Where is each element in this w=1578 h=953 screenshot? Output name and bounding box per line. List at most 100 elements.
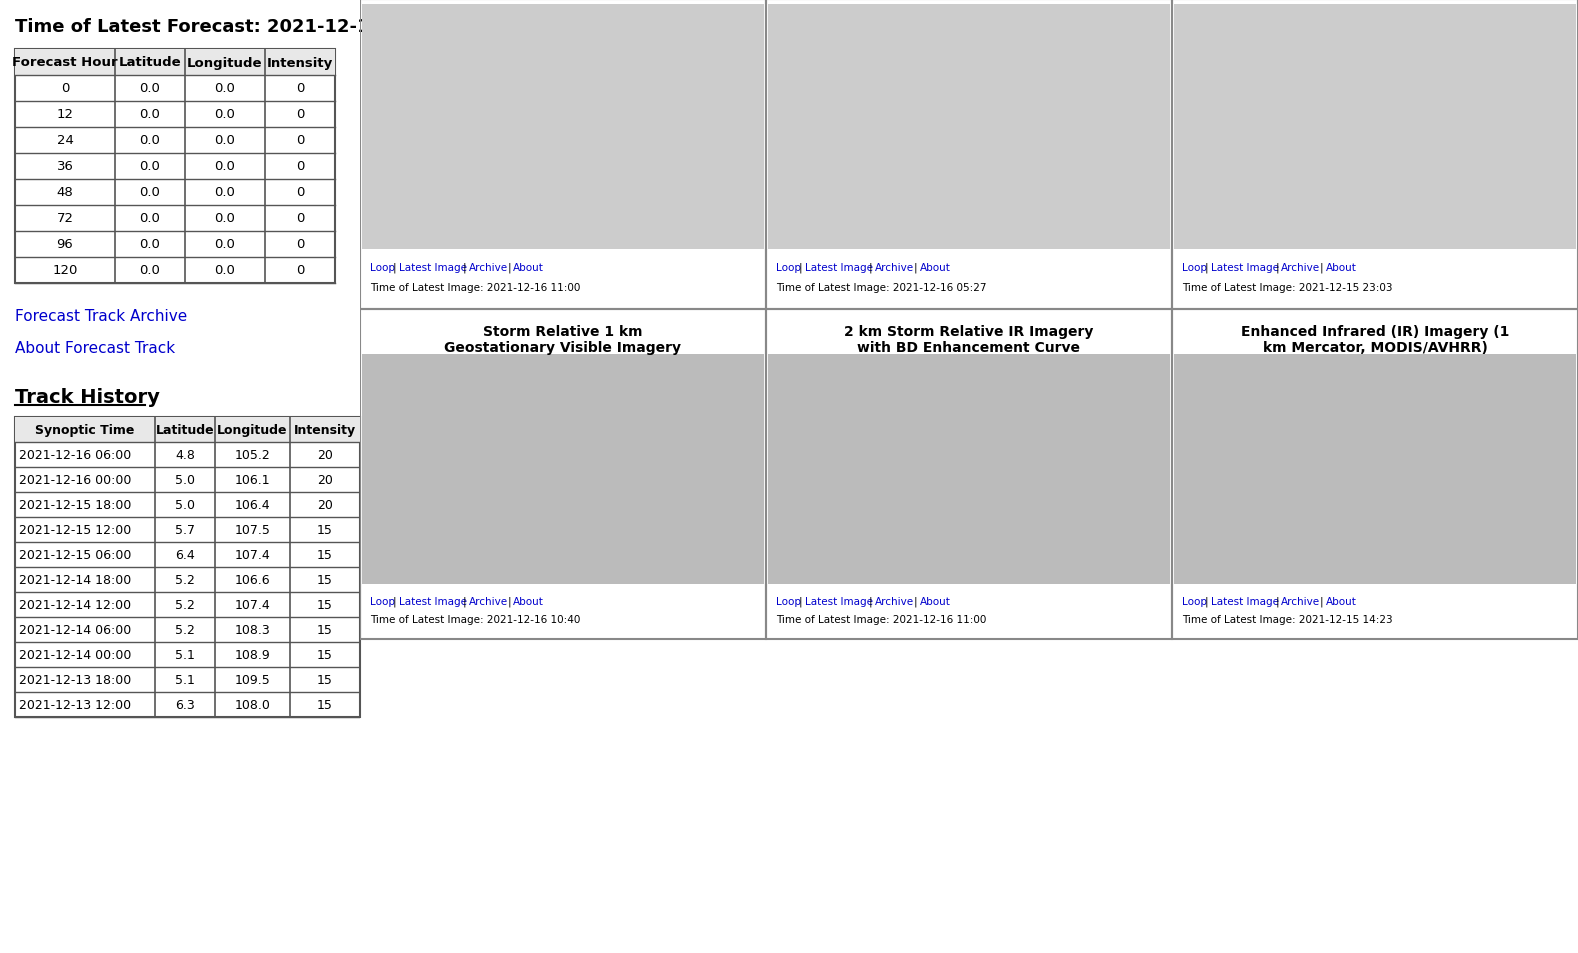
Text: 107.4: 107.4 bbox=[235, 548, 270, 561]
Text: 0.0: 0.0 bbox=[139, 82, 161, 95]
Text: About: About bbox=[920, 597, 950, 606]
Text: |: | bbox=[1319, 262, 1324, 273]
Text: 0: 0 bbox=[295, 134, 305, 148]
Text: 0: 0 bbox=[295, 160, 305, 173]
Text: 2021-12-16 00:00: 2021-12-16 00:00 bbox=[19, 474, 131, 486]
Text: 0: 0 bbox=[295, 82, 305, 95]
Text: Intensity: Intensity bbox=[267, 56, 333, 70]
Text: Time of Latest Image: 2021-12-16 10:40: Time of Latest Image: 2021-12-16 10:40 bbox=[369, 615, 581, 624]
Text: 20: 20 bbox=[317, 498, 333, 512]
Text: 2021-12-13 18:00: 2021-12-13 18:00 bbox=[19, 673, 131, 686]
Bar bbox=[1174, 355, 1576, 584]
Text: 120: 120 bbox=[52, 264, 77, 277]
Text: 15: 15 bbox=[317, 548, 333, 561]
Text: 0.0: 0.0 bbox=[139, 213, 161, 225]
Text: Loop: Loop bbox=[1182, 263, 1207, 273]
Text: 0.0: 0.0 bbox=[215, 238, 235, 252]
Text: 15: 15 bbox=[317, 699, 333, 711]
Bar bbox=[361, 5, 764, 250]
Text: 96: 96 bbox=[57, 238, 73, 252]
Text: 2021-12-14 06:00: 2021-12-14 06:00 bbox=[19, 623, 131, 637]
Text: 2021-12-15 12:00: 2021-12-15 12:00 bbox=[19, 523, 131, 537]
Text: |: | bbox=[1204, 597, 1209, 607]
Text: 0.0: 0.0 bbox=[215, 109, 235, 121]
Bar bbox=[768, 5, 1169, 250]
Text: 48: 48 bbox=[57, 186, 73, 199]
Text: Latest Image: Latest Image bbox=[399, 597, 467, 606]
Text: 24: 24 bbox=[57, 134, 74, 148]
Text: About Forecast Track: About Forecast Track bbox=[16, 340, 175, 355]
Text: 0.0: 0.0 bbox=[139, 238, 161, 252]
Text: Loop: Loop bbox=[776, 263, 802, 273]
Text: Latest Image: Latest Image bbox=[1210, 597, 1278, 606]
Text: 105.2: 105.2 bbox=[235, 449, 270, 461]
Text: About: About bbox=[920, 263, 950, 273]
Text: Intensity: Intensity bbox=[294, 423, 357, 436]
Bar bbox=[1172, 0, 1578, 310]
Text: Loop: Loop bbox=[1182, 597, 1207, 606]
Text: 5.1: 5.1 bbox=[175, 648, 194, 661]
Text: |: | bbox=[462, 597, 467, 607]
Text: Archive: Archive bbox=[876, 263, 914, 273]
Text: 15: 15 bbox=[317, 673, 333, 686]
Bar bbox=[1172, 310, 1578, 639]
Bar bbox=[768, 355, 1169, 584]
Text: Forecast Hour: Forecast Hour bbox=[13, 56, 118, 70]
Text: About: About bbox=[513, 263, 544, 273]
Text: |: | bbox=[869, 262, 873, 273]
Text: 15: 15 bbox=[317, 574, 333, 586]
Text: 0.0: 0.0 bbox=[215, 82, 235, 95]
Text: 5.7: 5.7 bbox=[175, 523, 196, 537]
Text: 0.0: 0.0 bbox=[139, 134, 161, 148]
Text: 2021-12-14 18:00: 2021-12-14 18:00 bbox=[19, 574, 131, 586]
Text: 20: 20 bbox=[317, 449, 333, 461]
Text: 4.8: 4.8 bbox=[175, 449, 194, 461]
Text: 2021-12-14 00:00: 2021-12-14 00:00 bbox=[19, 648, 131, 661]
Text: 0.0: 0.0 bbox=[139, 264, 161, 277]
FancyBboxPatch shape bbox=[16, 417, 360, 442]
Text: 0.0: 0.0 bbox=[139, 186, 161, 199]
Text: 0: 0 bbox=[295, 186, 305, 199]
FancyBboxPatch shape bbox=[16, 50, 335, 76]
Text: 5.1: 5.1 bbox=[175, 673, 194, 686]
Text: About: About bbox=[1326, 597, 1357, 606]
Text: Latest Image: Latest Image bbox=[1210, 263, 1278, 273]
Text: 2021-12-16 06:00: 2021-12-16 06:00 bbox=[19, 449, 131, 461]
Text: Time of Latest Image: 2021-12-16 11:00: Time of Latest Image: 2021-12-16 11:00 bbox=[776, 615, 986, 624]
Text: 0.0: 0.0 bbox=[215, 134, 235, 148]
Text: 20: 20 bbox=[317, 474, 333, 486]
Text: About: About bbox=[1326, 263, 1357, 273]
Text: About: About bbox=[513, 597, 544, 606]
Text: |: | bbox=[1204, 262, 1209, 273]
Text: 0: 0 bbox=[295, 213, 305, 225]
Text: Track History: Track History bbox=[16, 388, 159, 407]
Text: 6.3: 6.3 bbox=[175, 699, 194, 711]
Text: |: | bbox=[869, 597, 873, 607]
Text: 5.0: 5.0 bbox=[175, 474, 196, 486]
Text: |: | bbox=[508, 262, 511, 273]
Text: Storm Relative 1 km
Geostationary Visible Imagery: Storm Relative 1 km Geostationary Visibl… bbox=[445, 325, 682, 355]
Text: |: | bbox=[1319, 597, 1324, 607]
Text: |: | bbox=[508, 597, 511, 607]
Text: 5.2: 5.2 bbox=[175, 574, 194, 586]
Text: 6.4: 6.4 bbox=[175, 548, 194, 561]
Text: 108.9: 108.9 bbox=[235, 648, 270, 661]
Bar bbox=[1174, 5, 1576, 250]
Text: 0: 0 bbox=[295, 238, 305, 252]
Text: Longitude: Longitude bbox=[218, 423, 287, 436]
Text: Time of Latest Image: 2021-12-15 14:23: Time of Latest Image: 2021-12-15 14:23 bbox=[1182, 615, 1392, 624]
Bar bbox=[360, 0, 765, 310]
Text: 2021-12-15 06:00: 2021-12-15 06:00 bbox=[19, 548, 131, 561]
Text: 106.1: 106.1 bbox=[235, 474, 270, 486]
Text: |: | bbox=[1275, 597, 1278, 607]
Text: 2021-12-14 12:00: 2021-12-14 12:00 bbox=[19, 598, 131, 612]
Text: Longitude: Longitude bbox=[188, 56, 262, 70]
Text: 106.4: 106.4 bbox=[235, 498, 270, 512]
Text: |: | bbox=[393, 597, 396, 607]
Text: 0: 0 bbox=[295, 109, 305, 121]
Text: |: | bbox=[1275, 262, 1278, 273]
Bar bbox=[765, 310, 1172, 639]
Text: 72: 72 bbox=[57, 213, 74, 225]
Text: Loop: Loop bbox=[369, 597, 394, 606]
Text: Archive: Archive bbox=[469, 263, 508, 273]
